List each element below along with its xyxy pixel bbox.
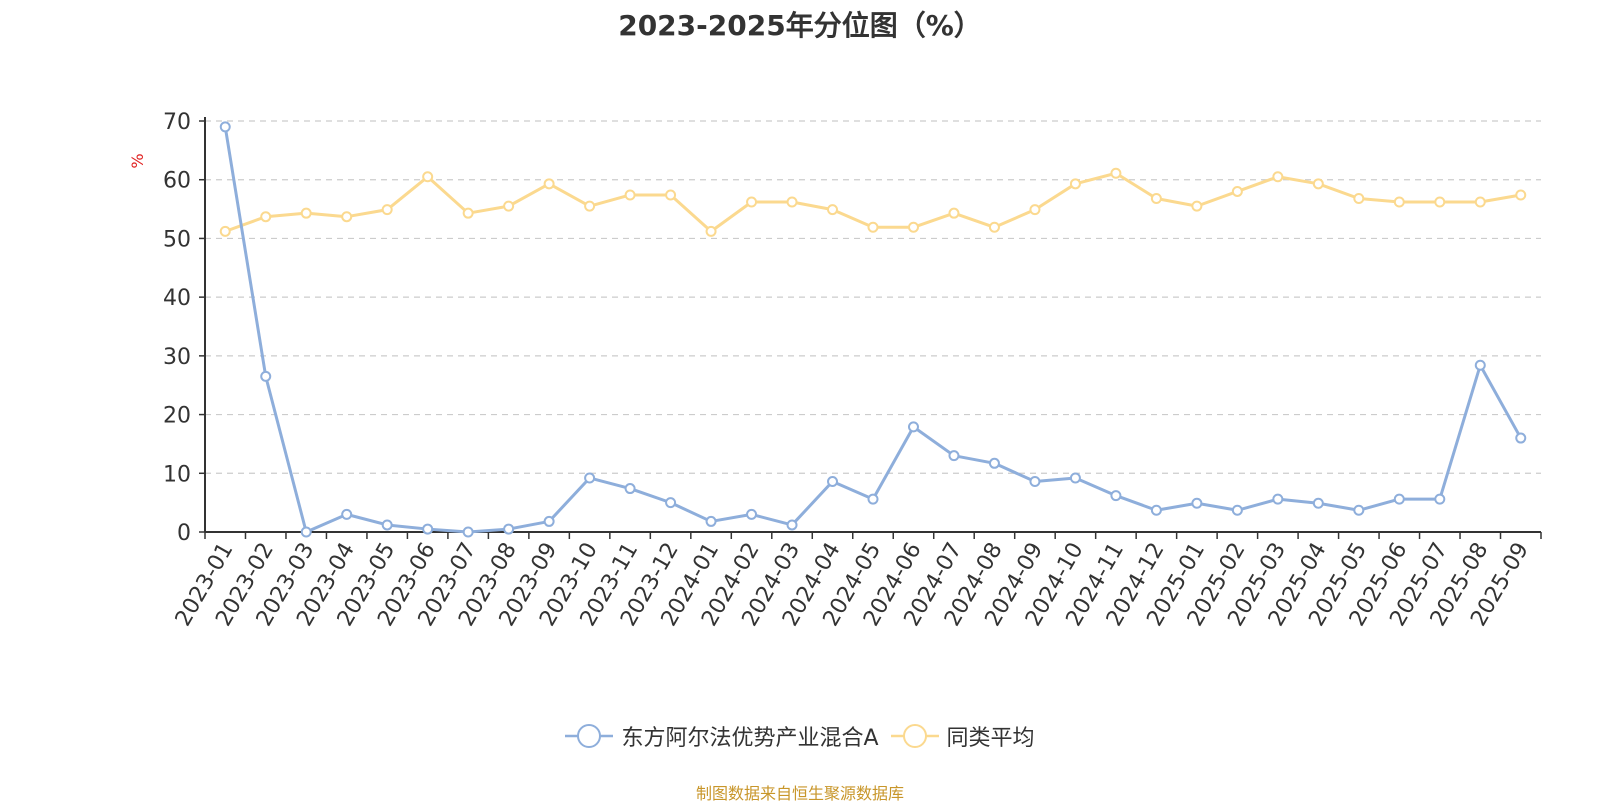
data-point[interactable] — [462, 207, 474, 219]
legend-item-fund[interactable]: 东方阿尔法优势产业混合A — [565, 720, 879, 752]
data-point[interactable] — [1393, 493, 1405, 505]
source-note: 制图数据来自恒生聚源数据库 — [695, 784, 904, 803]
data-point[interactable] — [624, 483, 636, 495]
y-tick-label: 60 — [163, 169, 191, 194]
legend-marker-fund-icon — [565, 724, 614, 748]
data-point[interactable] — [462, 526, 474, 538]
data-point[interactable] — [1515, 189, 1527, 201]
data-point[interactable] — [1272, 493, 1284, 505]
legend-item-peer-average[interactable]: 同类平均 — [890, 720, 1035, 752]
data-point[interactable] — [381, 519, 393, 531]
data-point[interactable] — [988, 221, 1000, 233]
data-point[interactable] — [827, 476, 839, 488]
data-point[interactable] — [300, 207, 312, 219]
data-point[interactable] — [665, 497, 677, 509]
y-tick-label: 0 — [177, 521, 191, 546]
data-point[interactable] — [260, 370, 272, 382]
data-point[interactable] — [1029, 204, 1041, 216]
data-point[interactable] — [300, 526, 312, 538]
data-point[interactable] — [624, 189, 636, 201]
data-point[interactable] — [1191, 200, 1203, 212]
data-point[interactable] — [1353, 193, 1365, 205]
data-point[interactable] — [219, 121, 231, 133]
data-point[interactable] — [665, 189, 677, 201]
data-point[interactable] — [503, 200, 515, 212]
series-0 — [219, 121, 1527, 538]
legend-label-peer-average: 同类平均 — [946, 726, 1035, 751]
data-point[interactable] — [948, 450, 960, 462]
data-point[interactable] — [543, 178, 555, 190]
data-point[interactable] — [1191, 497, 1203, 509]
data-point[interactable] — [1434, 196, 1446, 208]
y-tick-label: 40 — [163, 286, 191, 311]
data-point[interactable] — [1312, 178, 1324, 190]
legend-marker-peer-average-icon — [890, 724, 939, 748]
data-point[interactable] — [1069, 472, 1081, 484]
data-point[interactable] — [786, 519, 798, 531]
data-point[interactable] — [907, 421, 919, 433]
data-point[interactable] — [422, 171, 434, 183]
data-point[interactable] — [1231, 185, 1243, 197]
data-point[interactable] — [1353, 504, 1365, 516]
chart-title: 2023-2025年分位图（%） — [618, 9, 982, 42]
data-point[interactable] — [1110, 167, 1122, 179]
data-point[interactable] — [1069, 178, 1081, 190]
data-point[interactable] — [1474, 196, 1486, 208]
data-point[interactable] — [1029, 476, 1041, 488]
series-1 — [219, 167, 1527, 237]
legend-label-fund: 东方阿尔法优势产业混合A — [621, 726, 879, 751]
y-tick-label: 30 — [163, 345, 191, 370]
data-point[interactable] — [1150, 193, 1162, 205]
data-point[interactable] — [1272, 171, 1284, 183]
data-point[interactable] — [219, 225, 231, 237]
data-point[interactable] — [705, 225, 717, 237]
y-axis-unit-label: % — [128, 153, 147, 168]
data-point[interactable] — [341, 508, 353, 520]
data-point[interactable] — [543, 515, 555, 527]
data-point[interactable] — [867, 221, 879, 233]
data-point[interactable] — [746, 196, 758, 208]
data-point[interactable] — [341, 211, 353, 223]
data-point[interactable] — [867, 493, 879, 505]
data-point[interactable] — [746, 508, 758, 520]
data-point[interactable] — [422, 523, 434, 535]
data-point[interactable] — [705, 515, 717, 527]
y-tick-label: 20 — [163, 404, 191, 429]
data-point[interactable] — [584, 472, 596, 484]
series-lines — [219, 121, 1527, 538]
data-point[interactable] — [1150, 504, 1162, 516]
data-point[interactable] — [1231, 504, 1243, 516]
data-point[interactable] — [1393, 196, 1405, 208]
data-point[interactable] — [381, 204, 393, 216]
data-point[interactable] — [1312, 497, 1324, 509]
legend: 东方阿尔法优势产业混合A 同类平均 — [0, 720, 1600, 752]
y-tick-label: 50 — [163, 227, 191, 252]
data-point[interactable] — [907, 221, 919, 233]
gridlines — [205, 120, 1541, 474]
data-point[interactable] — [1474, 359, 1486, 371]
data-point[interactable] — [827, 204, 839, 216]
y-tick-label: 70 — [163, 110, 191, 135]
data-point[interactable] — [1110, 490, 1122, 502]
data-point[interactable] — [584, 200, 596, 212]
y-tick-label: 10 — [163, 462, 191, 487]
data-point[interactable] — [260, 211, 272, 223]
data-point[interactable] — [503, 523, 515, 535]
data-point[interactable] — [786, 196, 798, 208]
data-point[interactable] — [1434, 493, 1446, 505]
data-point[interactable] — [948, 207, 960, 219]
data-point[interactable] — [1515, 432, 1527, 444]
data-point[interactable] — [988, 457, 1000, 469]
